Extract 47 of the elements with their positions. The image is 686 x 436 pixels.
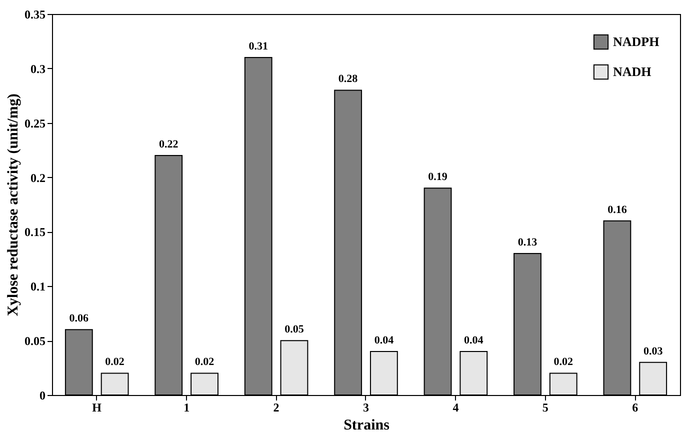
data-label: 0.06 [69, 312, 90, 325]
bar [370, 350, 398, 396]
data-label: 0.03 [643, 345, 664, 358]
x-tick-label: 2 [273, 400, 280, 414]
x-tick-label: 6 [632, 400, 638, 414]
data-label: 0.02 [554, 356, 574, 368]
y-axis-title: Xylose reductase activity (unit/mg) [6, 94, 22, 316]
data-label: 0.28 [338, 73, 358, 86]
bar [190, 372, 218, 396]
x-tick-label: H [92, 400, 102, 414]
data-label: 0.04 [464, 334, 484, 346]
data-label: 0.05 [284, 324, 304, 336]
bar [244, 57, 272, 396]
bar [460, 350, 488, 396]
y-tick-label: 0.1 [30, 280, 46, 294]
x-axis-title: Strains [344, 418, 390, 434]
bar [100, 372, 129, 396]
data-label: 0.13 [518, 236, 538, 248]
x-tick-label: 3 [363, 400, 369, 414]
y-tick-label: 0.2 [30, 170, 46, 185]
data-label: 0.04 [374, 334, 394, 346]
y-tick-label: 0 [40, 388, 46, 402]
y-tick-label: 0.3 [30, 62, 46, 76]
x-tick-label: 4 [452, 400, 459, 414]
data-label: 0.02 [105, 356, 125, 368]
data-label: 0.02 [194, 356, 215, 368]
bar [154, 155, 183, 396]
legend-label: NADH [613, 64, 652, 79]
bar [424, 188, 452, 396]
data-label: 0.22 [159, 138, 179, 151]
bar [280, 340, 308, 396]
bar [639, 362, 668, 396]
bar [603, 220, 632, 396]
bar [64, 329, 93, 396]
y-tick-label: 0.05 [24, 334, 46, 348]
data-label: 0.19 [428, 171, 448, 184]
x-tick-label: 5 [542, 400, 548, 414]
y-tick-label: 0.35 [24, 8, 46, 22]
bar [514, 252, 542, 396]
data-label: 0.31 [248, 40, 268, 53]
y-tick-label: 0.15 [24, 225, 46, 240]
bar [549, 372, 578, 396]
y-tick-label: 0.25 [24, 116, 46, 130]
bar [334, 90, 362, 396]
data-label: 0.16 [608, 204, 628, 216]
x-tick-label: 1 [184, 400, 190, 414]
legend-label: NADPH [613, 34, 660, 49]
